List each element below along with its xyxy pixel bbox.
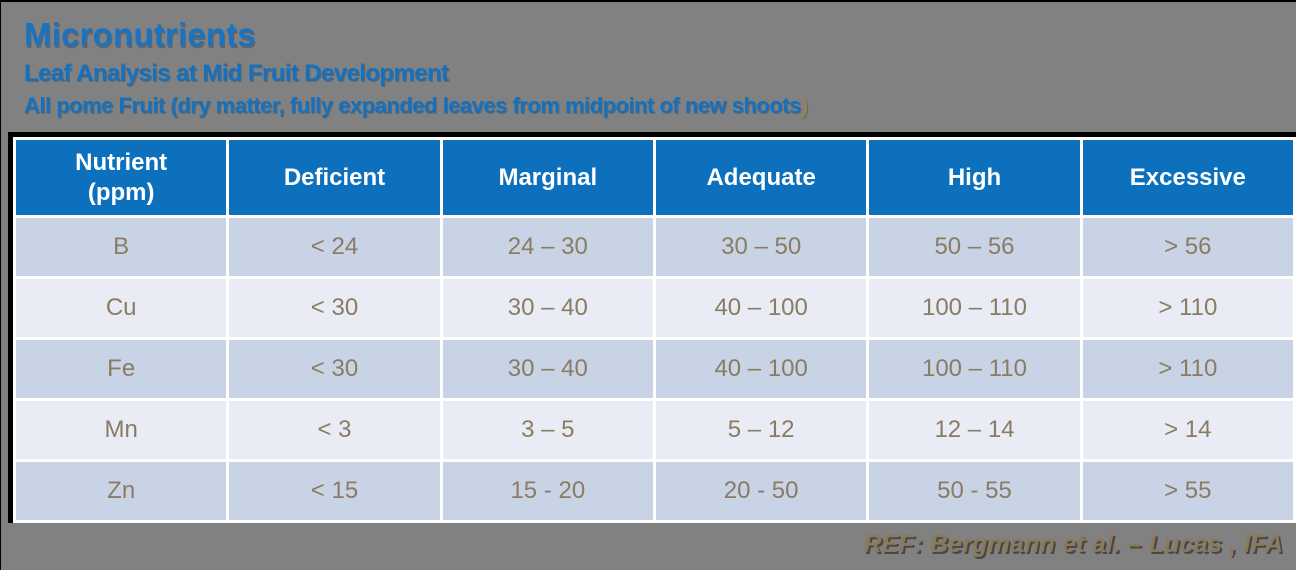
cell-excessive: > 55 (1082, 462, 1293, 520)
cell-adequate: 40 – 100 (655, 279, 867, 337)
page-title: Micronutrients (24, 16, 256, 53)
cell-deficient: < 30 (229, 340, 440, 398)
cell-high: 100 – 110 (869, 340, 1080, 398)
cell-high: 50 – 56 (869, 218, 1080, 276)
cell-nutrient: Mn (16, 401, 227, 459)
cell-adequate: 5 – 12 (655, 401, 867, 459)
column-header-excessive: Excessive (1082, 140, 1293, 215)
cell-adequate: 40 – 100 (655, 340, 867, 398)
cell-deficient: < 30 (229, 279, 440, 337)
table-header: Nutrient (ppm) Deficient Marginal Adequa… (16, 140, 1293, 215)
table-row-zn: Zn < 15 15 - 20 20 - 50 50 - 55 > 55 (16, 462, 1293, 520)
cell-nutrient: B (16, 218, 227, 276)
cell-marginal: 3 – 5 (442, 401, 653, 459)
cell-deficient: < 15 (229, 462, 440, 520)
cell-high: 12 – 14 (869, 401, 1080, 459)
cell-nutrient: Fe (16, 340, 227, 398)
subtitle-qualifier-text: All pome Fruit (dry matter, fully expand… (24, 93, 801, 118)
cell-adequate: 20 - 50 (655, 462, 867, 520)
cell-nutrient: Cu (16, 279, 227, 337)
cell-excessive: > 110 (1082, 279, 1293, 337)
cell-marginal: 30 – 40 (442, 279, 653, 337)
header-row: Nutrient (ppm) Deficient Marginal Adequa… (16, 140, 1293, 215)
cell-nutrient: Zn (16, 462, 227, 520)
column-header-marginal: Marginal (442, 140, 653, 215)
subtitle-qualifier-paren: ) (800, 93, 808, 118)
subtitle-qualifier: All pome Fruit (dry matter, fully expand… (24, 93, 808, 119)
cell-high: 100 – 110 (869, 279, 1080, 337)
cell-marginal: 30 – 40 (442, 340, 653, 398)
cell-marginal: 15 - 20 (442, 462, 653, 520)
cell-adequate: 30 – 50 (655, 218, 867, 276)
column-header-adequate: Adequate (655, 140, 867, 215)
cell-deficient: < 3 (229, 401, 440, 459)
cell-deficient: < 24 (229, 218, 440, 276)
reference-citation: REF: Bergmann et al. – Lucas , IFA (863, 530, 1283, 558)
table-row-mn: Mn < 3 3 – 5 5 – 12 12 – 14 > 14 (16, 401, 1293, 459)
subtitle: Leaf Analysis at Mid Fruit Development (24, 60, 449, 87)
cell-excessive: > 14 (1082, 401, 1293, 459)
table-row-b: B < 24 24 – 30 30 – 50 50 – 56 > 56 (16, 218, 1293, 276)
column-header-deficient: Deficient (229, 140, 440, 215)
column-header-nutrient: Nutrient (ppm) (16, 140, 227, 215)
nutrient-table: Nutrient (ppm) Deficient Marginal Adequa… (8, 132, 1296, 523)
cell-excessive: > 110 (1082, 340, 1293, 398)
table-row-cu: Cu < 30 30 – 40 40 – 100 100 – 110 > 110 (16, 279, 1293, 337)
cell-marginal: 24 – 30 (442, 218, 653, 276)
column-header-high: High (869, 140, 1080, 215)
table-body: B < 24 24 – 30 30 – 50 50 – 56 > 56 Cu <… (16, 218, 1293, 520)
cell-excessive: > 56 (1082, 218, 1293, 276)
cell-high: 50 - 55 (869, 462, 1080, 520)
table-row-fe: Fe < 30 30 – 40 40 – 100 100 – 110 > 110 (16, 340, 1293, 398)
